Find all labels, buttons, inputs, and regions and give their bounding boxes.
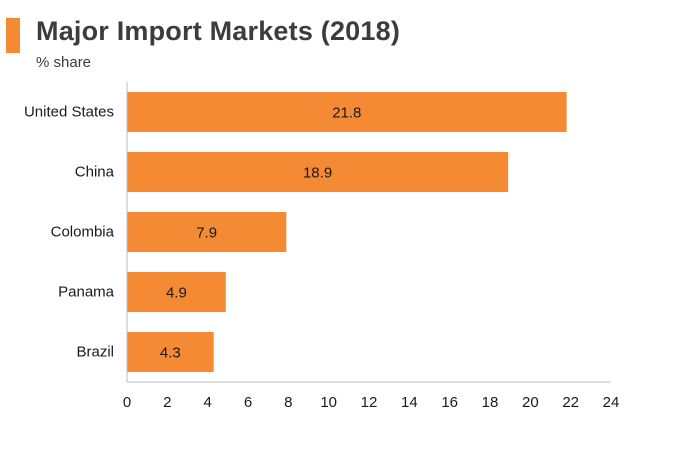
x-tick-label: 2 — [163, 394, 171, 411]
bar-panama — [127, 272, 226, 312]
x-tick-label: 18 — [482, 394, 499, 411]
data-label: 7.9 — [196, 225, 217, 242]
x-tick-label: 8 — [284, 394, 292, 411]
x-tick-label: 24 — [603, 394, 620, 411]
category-label: Brazil — [76, 344, 114, 361]
category-label: Panama — [58, 284, 115, 301]
x-tick-label: 12 — [361, 394, 378, 411]
bar-brazil — [127, 332, 214, 372]
bar-united-states — [127, 92, 567, 132]
x-tick-label: 14 — [401, 394, 418, 411]
chart-title: Major Import Markets (2018) — [36, 16, 401, 46]
bar-colombia — [127, 212, 287, 252]
category-label: United States — [24, 104, 114, 121]
x-tick-label: 6 — [244, 394, 252, 411]
title-accent-bar — [6, 18, 20, 53]
x-tick-label: 16 — [441, 394, 458, 411]
x-tick-label: 20 — [522, 394, 539, 411]
x-tick-label: 10 — [320, 394, 337, 411]
category-label: China — [75, 164, 115, 181]
x-tick-label: 0 — [123, 394, 131, 411]
data-label: 4.9 — [166, 285, 187, 302]
bar-china — [127, 152, 509, 192]
data-label: 21.8 — [332, 105, 361, 122]
x-tick-label: 4 — [203, 394, 211, 411]
data-label: 18.9 — [303, 165, 332, 182]
data-label: 4.3 — [160, 345, 181, 362]
chart-subtitle: % share — [36, 54, 92, 71]
category-label: Colombia — [51, 224, 115, 241]
x-tick-label: 22 — [562, 394, 579, 411]
